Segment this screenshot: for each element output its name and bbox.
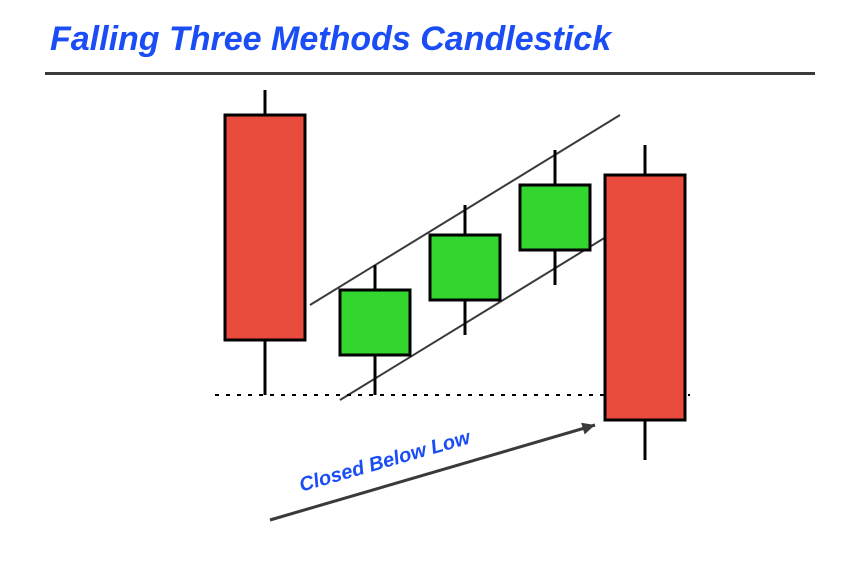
candle-3-body (430, 235, 500, 300)
candles-group (225, 90, 685, 460)
candle-1-body (225, 115, 305, 340)
candle-2 (340, 265, 410, 395)
candle-1 (225, 90, 305, 395)
candle-4-body (520, 185, 590, 250)
candlestick-diagram (0, 0, 855, 580)
candle-5-body (605, 175, 685, 420)
candle-2-body (340, 290, 410, 355)
candle-5 (605, 145, 685, 460)
